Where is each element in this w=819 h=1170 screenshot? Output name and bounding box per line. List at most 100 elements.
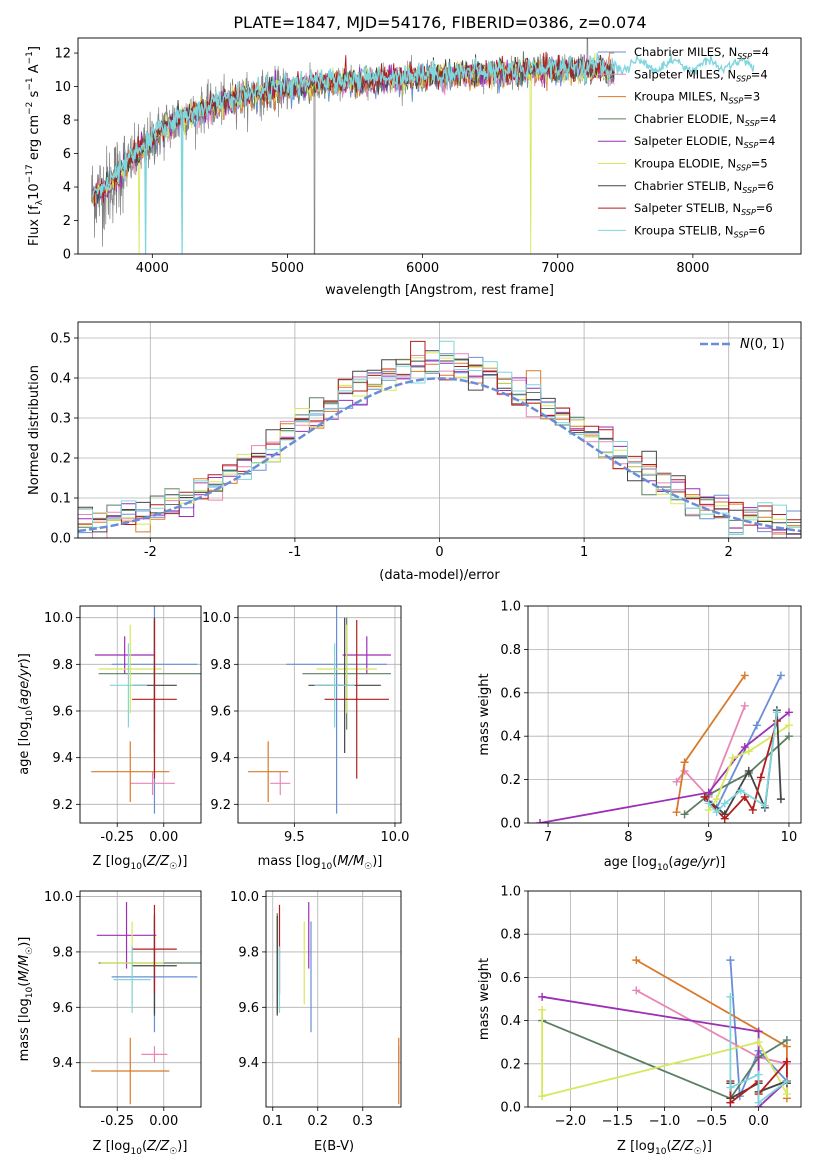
y-tick-label: 4 bbox=[63, 181, 71, 196]
panel-weight_vs_z: −2.0 −1.5 −1.0 −0.5 0.0 0.0 0.2 0.4 0.6 0.8 1.0 Z [… bbox=[477, 885, 802, 1157]
errorbar-salpeter-stelib bbox=[132, 620, 177, 779]
x-axis-label: wavelength [Angstrom, rest frame] bbox=[325, 283, 554, 298]
weight-marker-salpeter-elodie bbox=[740, 743, 749, 752]
weight-line-salpeter-stelib bbox=[703, 720, 778, 821]
weight-marker-salpeter-miles bbox=[740, 701, 749, 710]
y-tick-label: 9.8 bbox=[52, 658, 73, 673]
legend-label-salpeter-stelib: Salpeter STELIB, NSSP=6 bbox=[634, 201, 773, 217]
y-axis-label: Flux [fλ10−17 erg cm−2 s−1 A−1] bbox=[25, 46, 45, 246]
weight-marker-salpeter-miles bbox=[672, 777, 681, 786]
plot-area-spectrum bbox=[91, 38, 755, 254]
plot-area-mass_vs_z bbox=[80, 891, 201, 1107]
x-tick-label: 7000 bbox=[541, 261, 574, 276]
x-tick-label: 7 bbox=[544, 830, 552, 845]
legend-label-salpeter-miles: Salpeter MILES, NSSP=4 bbox=[634, 67, 768, 83]
legend-gaussian-label: N(0, 1) bbox=[740, 337, 785, 352]
plot-area-age_vs_mass bbox=[238, 606, 401, 823]
weight-marker-kroupa-stelib bbox=[704, 799, 713, 808]
weight-marker-salpeter-stelib bbox=[756, 773, 765, 782]
errorbar-salpeter-elodie bbox=[94, 636, 155, 674]
weight-line-salpeter-miles bbox=[675, 705, 746, 799]
errorbar-kroupa-elodie bbox=[316, 624, 377, 714]
y-tick-label: 0.6 bbox=[500, 686, 521, 701]
weight-marker-kroupa-elodie bbox=[538, 1092, 547, 1101]
y-axis-label: mass weight bbox=[477, 673, 492, 755]
histogram-salpeter-stelib bbox=[78, 340, 801, 526]
weight-marker-kroupa-elodie bbox=[538, 1005, 547, 1014]
y-tick-label: 9.6 bbox=[210, 705, 231, 720]
weight-marker-kroupa-stelib bbox=[720, 799, 729, 808]
plot-area-residuals bbox=[78, 322, 801, 538]
axes-frame bbox=[77, 321, 802, 539]
weight-marker-salpeter-stelib bbox=[700, 792, 709, 801]
weight-marker-salpeter-elodie bbox=[536, 819, 545, 823]
x-tick-label: −2.0 bbox=[555, 1114, 587, 1129]
y-tick-label: 10.0 bbox=[44, 611, 73, 626]
x-tick-label: 0.0 bbox=[748, 1114, 769, 1129]
weight-marker-salpeter-stelib bbox=[782, 1057, 791, 1066]
x-tick-label: 10.0 bbox=[380, 830, 409, 845]
y-tick-label: 12 bbox=[54, 47, 71, 62]
weight-marker-kroupa-stelib bbox=[712, 808, 721, 817]
y-tick-label: 0.0 bbox=[50, 532, 71, 547]
x-tick-label: 0.00 bbox=[149, 830, 178, 845]
plot-area-weight_vs_z bbox=[528, 891, 801, 1107]
errorbar-salpeter-stelib bbox=[132, 904, 177, 994]
weight-marker-chabrier-elodie bbox=[782, 1036, 791, 1045]
x-tick-label: 9 bbox=[705, 830, 713, 845]
x-tick-label: 4000 bbox=[136, 261, 169, 276]
panel-weight_vs_age: 7 8 9 10 0.0 0.2 0.4 0.6 0.8 1.0 age [log10(age/yr… bbox=[477, 600, 802, 873]
x-tick-label: -2 bbox=[144, 545, 157, 560]
y-tick-label: 9.8 bbox=[210, 658, 231, 673]
legend-label-salpeter-elodie: Salpeter ELODIE, NSSP=4 bbox=[634, 134, 775, 150]
errorbar-kroupa-miles bbox=[248, 741, 289, 802]
weight-marker-kroupa-stelib bbox=[726, 1083, 735, 1092]
errorbar-chabrier-miles bbox=[286, 606, 387, 814]
axes-frame bbox=[79, 890, 202, 1108]
weight-marker-salpeter-elodie bbox=[784, 708, 793, 717]
weight-marker-salpeter-stelib bbox=[740, 792, 749, 801]
y-tick-label: 0.8 bbox=[500, 928, 521, 943]
x-tick-label: 2 bbox=[725, 545, 733, 560]
weight-marker-kroupa-elodie bbox=[782, 1090, 791, 1099]
legend-label-kroupa-elodie: Kroupa ELODIE, NSSP=5 bbox=[634, 157, 768, 173]
x-tick-label: 0.00 bbox=[149, 1114, 178, 1129]
x-axis-label: (data-model)/error bbox=[379, 568, 500, 583]
weight-marker-chabrier-stelib bbox=[744, 766, 753, 775]
weight-marker-chabrier-miles bbox=[726, 956, 735, 965]
y-tick-label: 0 bbox=[63, 248, 71, 263]
plot-area-weight_vs_age bbox=[528, 606, 801, 823]
y-tick-label: 2 bbox=[63, 214, 71, 229]
x-tick-label: -0.25 bbox=[100, 830, 134, 845]
panel-age_vs_z: -0.25 0.00 9.2 9.4 9.6 9.8 10.0 Z [log10(Z/Z☉)]… bbox=[17, 605, 202, 872]
y-tick-label: 9.2 bbox=[210, 798, 231, 813]
weight-marker-kroupa-miles bbox=[632, 956, 641, 965]
plot-area-age_vs_z bbox=[80, 606, 201, 823]
y-tick-label: 9.8 bbox=[52, 945, 73, 960]
weight-marker-kroupa-stelib bbox=[754, 1070, 763, 1079]
y-tick-label: 0.8 bbox=[500, 643, 521, 658]
x-tick-label: 10 bbox=[781, 830, 798, 845]
x-tick-label: 0.2 bbox=[307, 1114, 328, 1129]
weight-marker-kroupa-stelib bbox=[772, 708, 781, 717]
weight-line-chabrier-stelib bbox=[704, 710, 782, 816]
weight-line-salpeter-elodie bbox=[541, 995, 788, 1107]
x-tick-label: 8 bbox=[624, 830, 632, 845]
y-tick-label: 8 bbox=[63, 114, 71, 129]
model-line-kroupa-stelib bbox=[92, 52, 755, 254]
legend-label-kroupa-stelib: Kroupa STELIB, NSSP=6 bbox=[634, 223, 765, 239]
weight-marker-kroupa-elodie bbox=[754, 1038, 763, 1047]
legend-label-chabrier-elodie: Chabrier ELODIE, NSSP=4 bbox=[634, 112, 776, 128]
axes-frame bbox=[265, 890, 402, 1108]
weight-marker-kroupa-stelib bbox=[760, 801, 769, 810]
spectrum-legend: Chabrier MILES, NSSP=4 Salpeter MILES, NS… bbox=[598, 45, 776, 239]
weight-marker-chabrier-elodie bbox=[680, 810, 689, 819]
x-tick-label: 1 bbox=[580, 545, 588, 560]
errorbar-salpeter-miles bbox=[270, 771, 291, 795]
y-tick-label: 9.6 bbox=[52, 1001, 73, 1016]
errorbar-kroupa-elodie bbox=[98, 624, 162, 714]
weight-marker-kroupa-elodie bbox=[784, 721, 793, 730]
x-axis-label: Z [log10(Z/Z☉)] bbox=[93, 854, 188, 872]
y-axis-label: mass [log10(M/M☉)] bbox=[17, 937, 35, 1062]
weight-marker-salpeter-miles bbox=[632, 986, 641, 995]
